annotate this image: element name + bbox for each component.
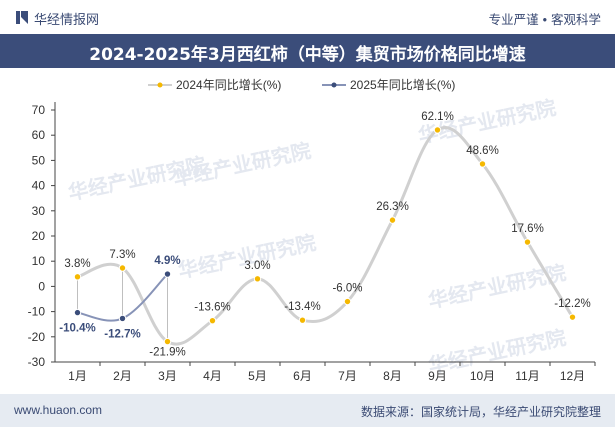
data-label-2025: -10.4% [59, 323, 95, 335]
y-tick-label: 70 [32, 103, 46, 117]
x-tick-label: 5月 [248, 369, 267, 383]
x-tick-label: 11月 [515, 369, 539, 383]
line-chart: 华经产业研究院华经产业研究院华经产业研究院华经产业研究院华经产业研究院华经产业研… [28, 78, 596, 383]
data-label-2024: 17.6% [511, 223, 544, 235]
y-tick-label: 50 [32, 153, 46, 167]
footer: www.huaon.com 数据来源：国家统计局，华经产业研究院整理 [0, 394, 615, 427]
data-label-2024: 62.1% [421, 111, 454, 123]
y-tick-label: 10 [32, 254, 46, 268]
legend-label-2: 2025年同比增长(%) [350, 78, 455, 92]
watermark-text: 华经产业研究院 [171, 138, 313, 191]
legend-marker-1 [157, 82, 163, 88]
series-2024-point [253, 275, 262, 283]
data-label-2024: 3.0% [244, 260, 270, 272]
data-labels: 3.8% 7.3% -21.9% -13.6% 3.0% -13.4% -6.0% 26.3%… [59, 111, 590, 359]
data-label-2024: 48.6% [466, 145, 499, 157]
series-2024-point [478, 160, 487, 168]
y-tick-label: 20 [32, 229, 46, 243]
data-label-2024: -6.0% [332, 283, 362, 295]
watermark-text: 华经产业研究院 [176, 230, 318, 283]
series-2025-point [118, 314, 127, 323]
series-2024-point [433, 126, 442, 134]
data-source: 数据来源：国家统计局，华经产业研究院整理 [360, 405, 601, 419]
series-2024-point [388, 216, 397, 224]
series-2025-point [163, 270, 172, 278]
x-tick-label: 1月 [68, 369, 87, 383]
x-tick-label: 7月 [338, 369, 357, 383]
y-tick-label: -20 [28, 330, 46, 344]
data-label-2024: 26.3% [376, 201, 409, 213]
watermark-text: 华经产业研究院 [426, 325, 568, 378]
y-tick-label: 60 [32, 128, 46, 142]
series-2024-point [118, 264, 127, 272]
series-2024-point [343, 297, 352, 306]
series-2024-point [298, 316, 307, 324]
tagline-right: 客观科学 [550, 13, 601, 27]
data-label-2024: -12.2% [554, 298, 590, 310]
separator-dot: • [542, 13, 547, 27]
series-2024-point [568, 313, 577, 321]
y-tick-label: 40 [32, 179, 46, 193]
x-tick-label: 2月 [113, 369, 132, 383]
series-2024-point [523, 238, 532, 246]
x-tick-label: 9月 [428, 369, 447, 383]
y-tick-label: -30 [28, 355, 46, 369]
brand-name: 华经情报网 [34, 12, 100, 27]
series [73, 126, 577, 346]
data-label-2025: 4.9% [154, 255, 180, 267]
series-2024-point [73, 273, 82, 281]
data-label-2024: -13.6% [194, 302, 230, 314]
axes: -30 -20 -10 0 10 20 30 40 50 60 70 1月 2月 3月 4月 5月 6月 7月 8月… [28, 102, 596, 383]
title-bar: 2024-2025年3月西红柿（中等）集贸市场价格同比增速 [0, 34, 615, 68]
watermarks: 华经产业研究院华经产业研究院华经产业研究院华经产业研究院华经产业研究院华经产业研… [66, 95, 568, 378]
series-2024-point [208, 316, 217, 325]
reference-lines [77, 268, 168, 342]
series-2024-line [77, 126, 574, 346]
x-tick-label: 4月 [203, 369, 222, 383]
data-label-2024: 3.8% [64, 258, 90, 270]
logo-icon [16, 11, 28, 24]
data-label-2024: -13.4% [284, 301, 320, 313]
y-tick-label: 30 [32, 204, 46, 218]
legend: 2024年同比增长(%) 2025年同比增长(%) [148, 78, 455, 92]
watermark-text: 华经产业研究院 [426, 260, 568, 313]
x-tick-label: 6月 [293, 369, 312, 383]
x-tick-label: 8月 [383, 369, 402, 383]
data-label-2024: 7.3% [109, 249, 135, 261]
y-tick-label: -10 [28, 305, 46, 319]
tagline-left: 专业严谨 [488, 13, 539, 27]
x-tick-label: 12月 [560, 369, 585, 383]
x-tick-label: 3月 [158, 369, 177, 383]
legend-marker-2 [331, 82, 337, 88]
top-bar: 华经情报网 专业严谨 • 客观科学 [0, 0, 615, 34]
data-label-2024: -21.9% [149, 347, 185, 359]
legend-label-1: 2024年同比增长(%) [176, 78, 281, 92]
website-link[interactable]: www.huaon.com [14, 403, 103, 417]
x-tick-label: 10月 [470, 369, 495, 383]
data-label-2025: -12.7% [104, 328, 140, 340]
series-2025-point [73, 308, 82, 317]
y-tick-label: 0 [38, 279, 45, 293]
chart-title: 2024-2025年3月西红柿（中等）集贸市场价格同比增速 [89, 45, 526, 65]
series-2024-point [163, 337, 172, 346]
tagline: 专业严谨 • 客观科学 [489, 9, 601, 28]
